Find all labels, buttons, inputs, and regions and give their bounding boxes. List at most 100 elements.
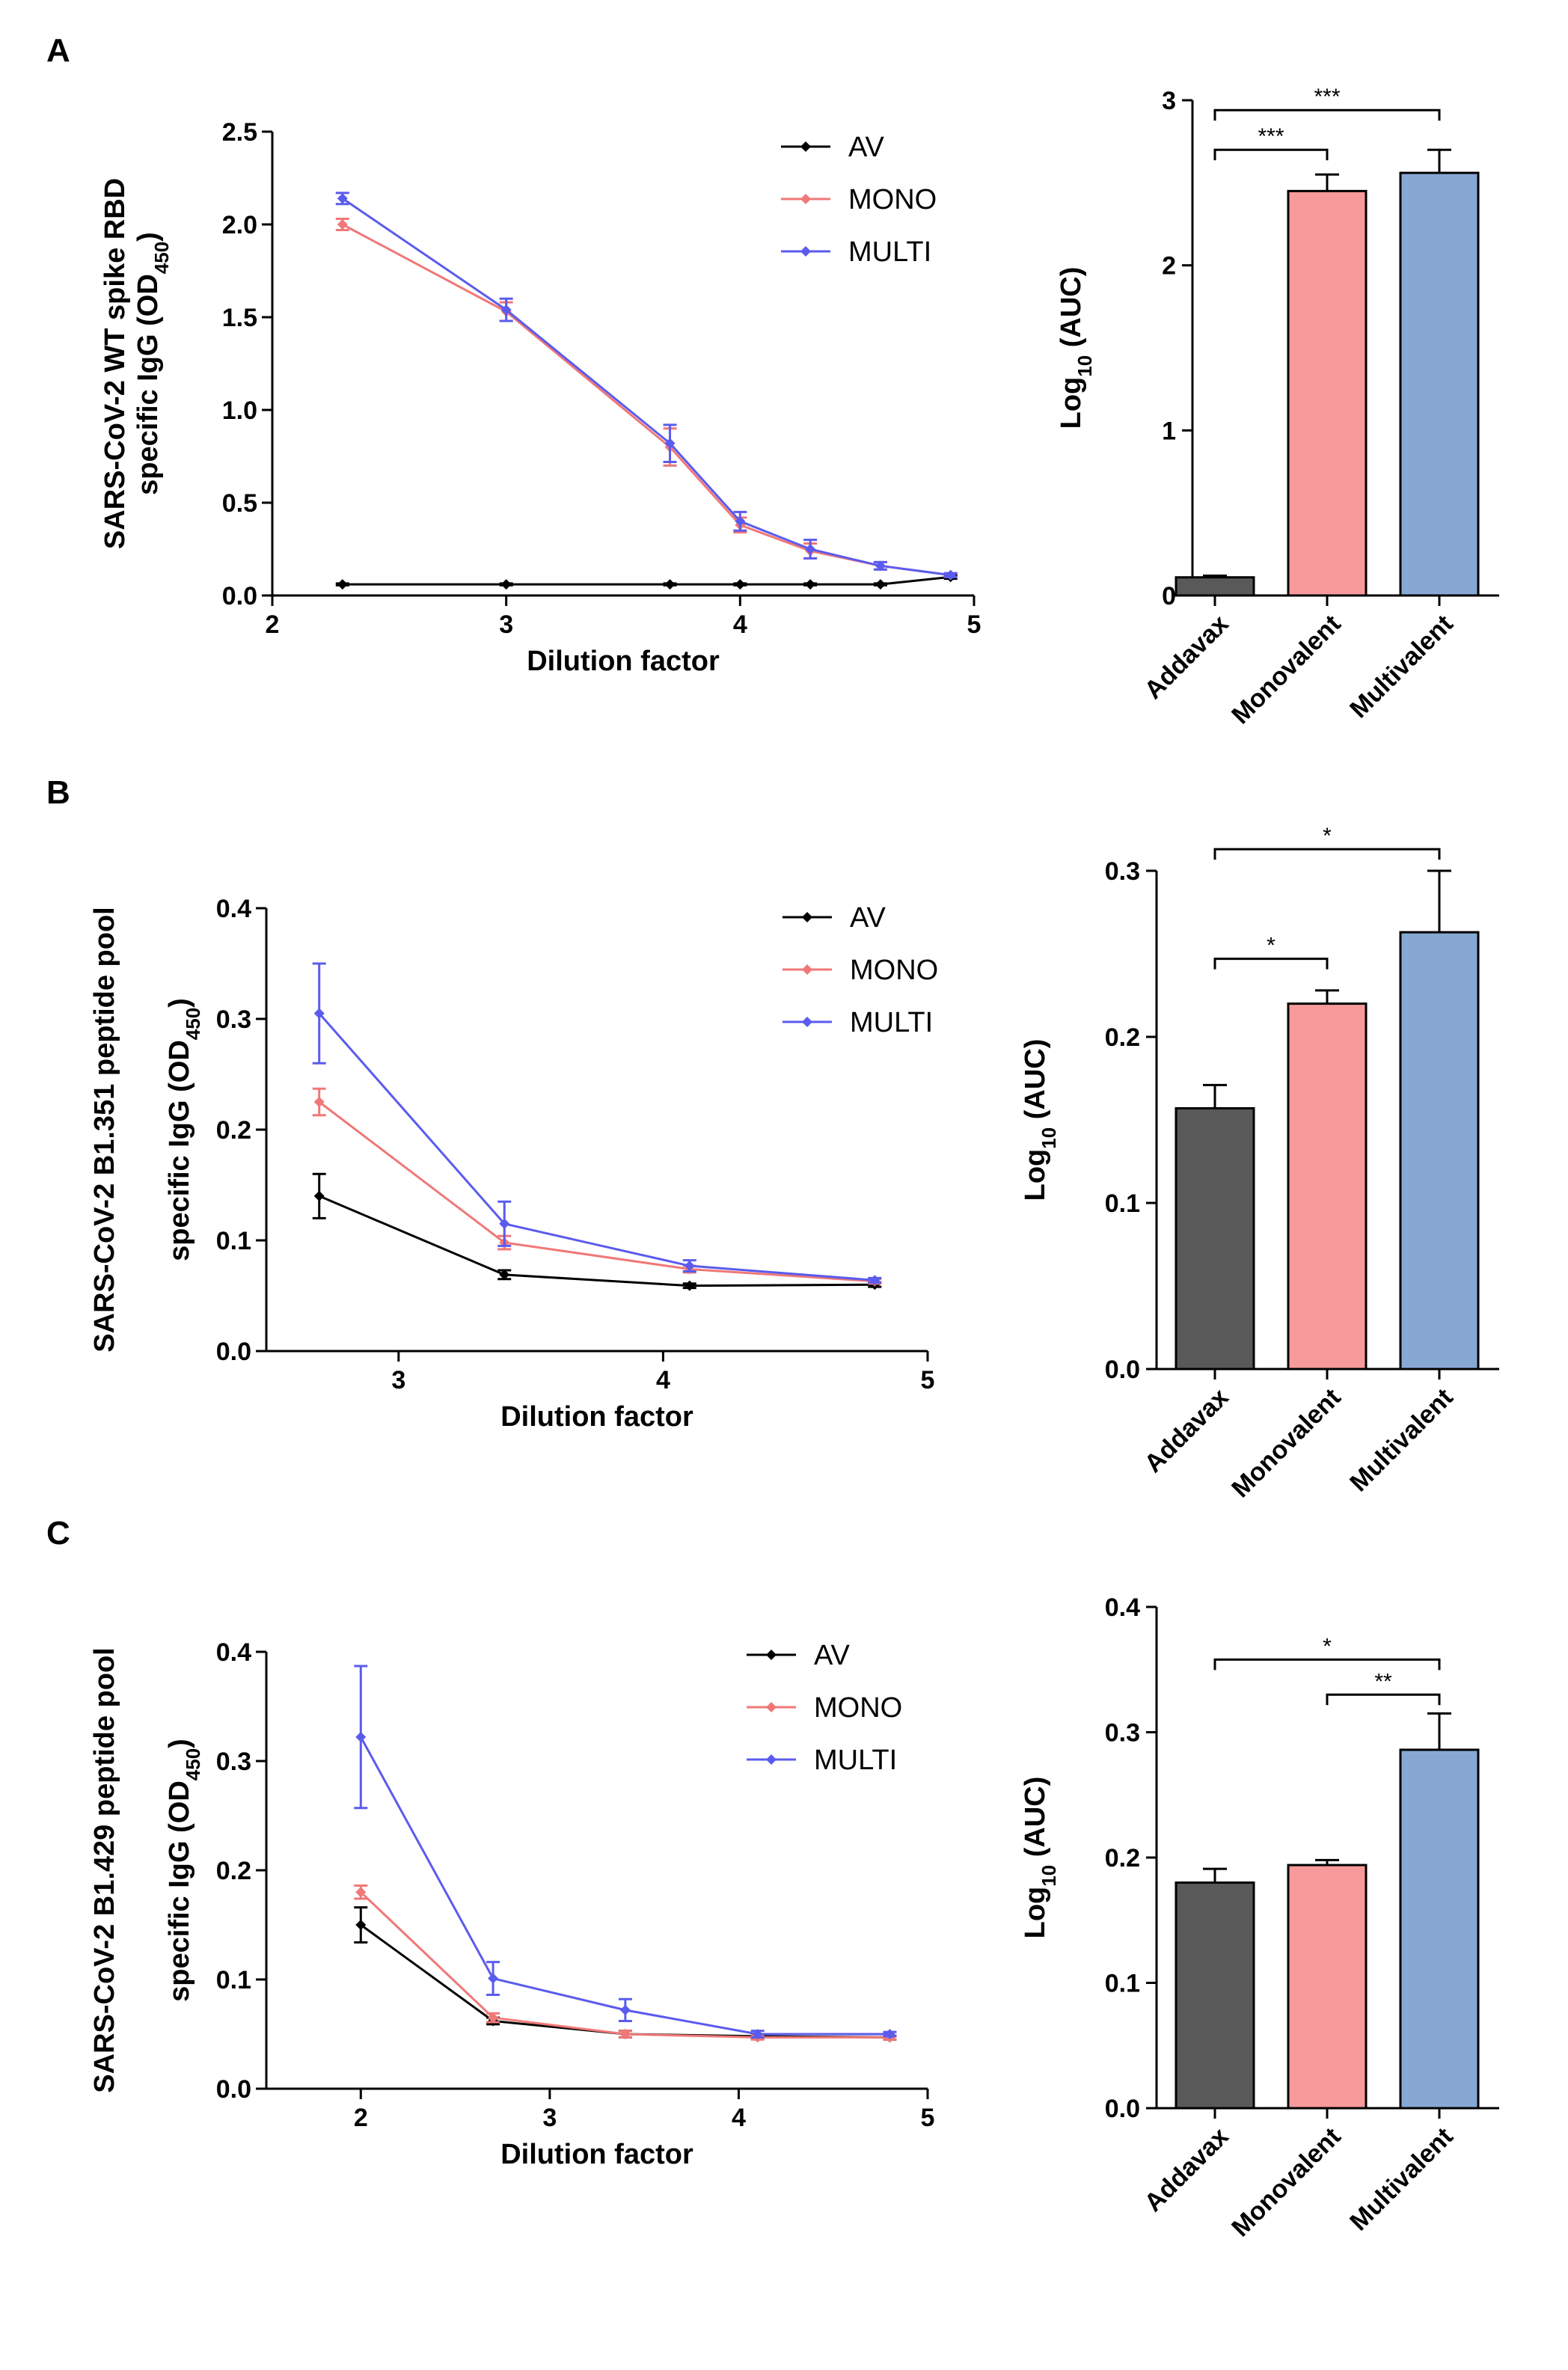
p0-line-series-mono (342, 223, 951, 577)
p2-bar-category-label: Multivalent (1344, 2122, 1458, 2236)
p0-line-ylabel-line2-sub: 450 (150, 242, 173, 274)
p2-line-xtick-label: 5 (921, 2104, 935, 2132)
p2-bar-monovalent (1287, 1864, 1368, 2110)
p0-line-series-av (342, 575, 951, 586)
p2-bar-ytick-label: 0.4 (1105, 1593, 1140, 1622)
p0-line-point-multi (664, 438, 676, 449)
p1-line-point-av (684, 1280, 695, 1291)
p1-line-point-av (313, 1190, 325, 1201)
p1-line-xtick-label: 3 (391, 1366, 405, 1394)
p0-line-point-av (805, 579, 816, 590)
p1-line-ylabel-line2-main: specific IgG (OD (164, 1040, 195, 1261)
p0-line-ytick-label: 2.5 (222, 118, 257, 147)
panel-label-a: A (46, 32, 70, 69)
p0-bar-ylabel-sub: 10 (1074, 355, 1096, 377)
p2-line-legend-marker (766, 1650, 777, 1660)
p2-bar-ytick-label: 0.0 (1105, 2095, 1140, 2123)
p0-bar-category-label: Monovalent (1226, 610, 1346, 729)
p1-line-series-mono (318, 1100, 875, 1283)
p0-bar-ylabel: Log10 (AUC) (1056, 267, 1096, 429)
p1-line-legend-label: MONO (850, 955, 938, 986)
p0-bar-ytick-label: 0 (1162, 582, 1176, 610)
p2-line-legend-marker (766, 1754, 777, 1765)
p0-bar-significance-label: *** (1258, 124, 1284, 149)
p1-bar-ylabel-main: Log (1020, 1149, 1051, 1201)
p1-line-ytick-label: 0.2 (216, 1116, 251, 1145)
p2-bar-ylabel-end: (AUC) (1020, 1777, 1051, 1865)
p1-line-legend-label: AV (850, 902, 886, 934)
p0-line-legend-label: MONO (848, 184, 937, 215)
p0-bar-significance-bracket (1213, 108, 1441, 121)
p2-line-point-multi (752, 2029, 763, 2039)
p2-bar-ytick-label: 0.3 (1105, 1719, 1140, 1748)
p0-line-xtick-label: 4 (733, 610, 747, 639)
p2-bar-significance-bracket (1213, 1658, 1441, 1671)
p0-line-xtick-label: 5 (967, 610, 981, 639)
p2-line-legend-label: MONO (814, 1692, 902, 1724)
p1-line-xlabel: Dilution factor (500, 1401, 693, 1433)
p2-line-xtick-label: 3 (542, 2104, 557, 2132)
p0-line-point-av (735, 579, 746, 590)
p0-line-point-multi (875, 560, 886, 572)
p2-line-ylabel-line2-end: ) (164, 1739, 195, 1748)
p2-line-point-multi (884, 2029, 895, 2039)
p0-line-ytick-label: 0.0 (222, 582, 257, 610)
p0-bar-ytick-label: 3 (1162, 87, 1176, 115)
p1-line-ylabel-line2-end: ) (164, 998, 195, 1008)
p2-bar-addavax (1175, 1881, 1255, 2110)
p2-bar-category-label: Monovalent (1226, 2122, 1346, 2242)
p2-line-legend-label: AV (814, 1640, 851, 1671)
p1-bar-category-label: Addavax (1139, 1383, 1234, 1478)
p1-bar-category-label: Multivalent (1344, 1383, 1458, 1497)
p1-line-legend-marker (802, 964, 812, 975)
p2-bar-ylabel-sub: 10 (1038, 1865, 1060, 1887)
p2-line-xlabel: Dilution factor (500, 2139, 693, 2170)
p2-bar-category-label: Addavax (1139, 2122, 1234, 2217)
panel-label-c: C (46, 1515, 70, 1552)
p2-line-series-multi (359, 1736, 890, 2036)
p1-bar-ylabel-end: (AUC) (1020, 1039, 1051, 1127)
p0-line-legend-label: MULTI (848, 236, 931, 268)
p1-line-series-av (319, 1195, 875, 1287)
p0-line-xlabel: Dilution factor (527, 646, 720, 677)
p0-line-point-av (875, 579, 886, 590)
p1-line-legend-marker (802, 912, 812, 922)
p2-line-point-multi (619, 2004, 631, 2015)
p1-bar-ytick-label: 0.0 (1105, 1356, 1140, 1384)
p1-line-point-mono (313, 1097, 325, 1107)
p2-bar-ytick-label: 0.2 (1105, 1844, 1140, 1873)
p1-line-ylabel-line2-sub: 450 (182, 1008, 204, 1040)
p1-line-point-multi (869, 1275, 881, 1286)
p1-bar-multivalent (1399, 931, 1480, 1371)
p1-line-legend-label: MULTI (850, 1007, 933, 1038)
p0-bar-ytick-label: 2 (1162, 252, 1176, 281)
p2-line-point-multi (488, 1973, 499, 1984)
p0-line-ytick-label: 1.0 (222, 396, 257, 425)
p2-line-ytick-label: 0.3 (216, 1748, 251, 1776)
p0-line-legend-marker (800, 246, 811, 257)
p1-bar-significance-bracket (1213, 848, 1441, 860)
p0-line-ylabel-line1: SARS-CoV-2 WT spike RBD (99, 178, 131, 549)
p2-bar-significance-label: ** (1374, 1669, 1392, 1694)
p1-bar-significance-label: * (1267, 934, 1275, 958)
p2-bar-significance-bracket (1326, 1693, 1441, 1706)
p0-bar-significance-bracket (1213, 148, 1329, 161)
p0-bar-ytick-label: 1 (1162, 417, 1176, 445)
p1-line-legend-marker (802, 1017, 812, 1027)
p1-line-ytick-label: 0.0 (216, 1338, 251, 1366)
p0-line-point-av (500, 579, 512, 590)
p2-line-point-mono (488, 2012, 499, 2024)
p0-line-legend-marker (800, 194, 811, 204)
p1-line-ytick-label: 0.1 (216, 1227, 251, 1255)
p0-line-xtick-label: 2 (266, 610, 280, 639)
p2-line-ylabel-line2-main: specific IgG (OD (164, 1780, 195, 2002)
p0-line-xtick-label: 3 (499, 610, 513, 639)
panel-label-b: B (46, 774, 70, 811)
p0-line-point-multi (735, 515, 746, 527)
p0-bar-category-label: Multivalent (1344, 610, 1458, 723)
p1-line-ytick-label: 0.3 (216, 1005, 251, 1034)
p2-line-legend-marker (766, 1702, 777, 1712)
p1-line-point-multi (684, 1261, 695, 1272)
p1-line-point-multi (499, 1218, 510, 1229)
